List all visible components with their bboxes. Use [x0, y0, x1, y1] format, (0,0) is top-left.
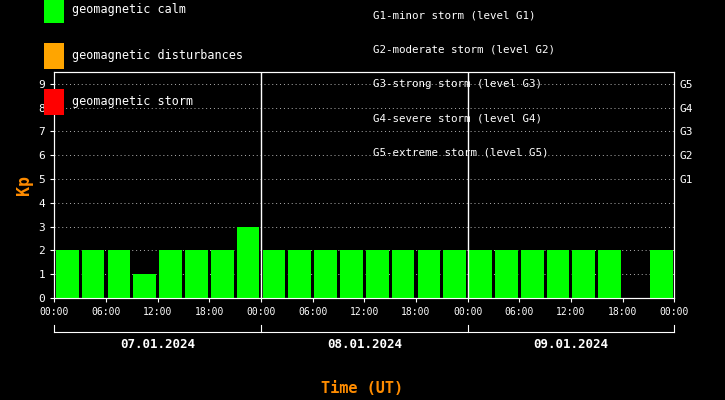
Bar	[262, 250, 285, 298]
Bar	[366, 250, 389, 298]
Text: geomagnetic calm: geomagnetic calm	[72, 4, 186, 16]
Bar	[573, 250, 595, 298]
Bar	[598, 250, 621, 298]
Bar	[495, 250, 518, 298]
Text: Time (UT): Time (UT)	[321, 381, 404, 396]
Bar	[211, 250, 233, 298]
Text: geomagnetic storm: geomagnetic storm	[72, 96, 194, 108]
Text: G5-extreme storm (level G5): G5-extreme storm (level G5)	[373, 148, 549, 158]
Bar	[56, 250, 78, 298]
Text: G2-moderate storm (level G2): G2-moderate storm (level G2)	[373, 44, 555, 54]
Text: 08.01.2024: 08.01.2024	[327, 338, 402, 351]
Bar	[314, 250, 337, 298]
Bar	[650, 250, 673, 298]
Y-axis label: Kp: Kp	[15, 175, 33, 195]
Text: 07.01.2024: 07.01.2024	[120, 338, 195, 351]
Bar	[392, 250, 415, 298]
Text: 09.01.2024: 09.01.2024	[534, 338, 608, 351]
Bar	[237, 227, 260, 298]
Bar	[547, 250, 569, 298]
Bar	[160, 250, 182, 298]
Text: G3-strong storm (level G3): G3-strong storm (level G3)	[373, 79, 542, 89]
Bar	[82, 250, 104, 298]
Text: geomagnetic disturbances: geomagnetic disturbances	[72, 50, 244, 62]
Bar	[469, 250, 492, 298]
Text: G4-severe storm (level G4): G4-severe storm (level G4)	[373, 113, 542, 123]
Bar	[133, 274, 156, 298]
Text: G1-minor storm (level G1): G1-minor storm (level G1)	[373, 10, 536, 20]
Bar	[444, 250, 466, 298]
Bar	[289, 250, 311, 298]
Bar	[521, 250, 544, 298]
Bar	[107, 250, 130, 298]
Bar	[418, 250, 440, 298]
Bar	[340, 250, 362, 298]
Bar	[185, 250, 208, 298]
